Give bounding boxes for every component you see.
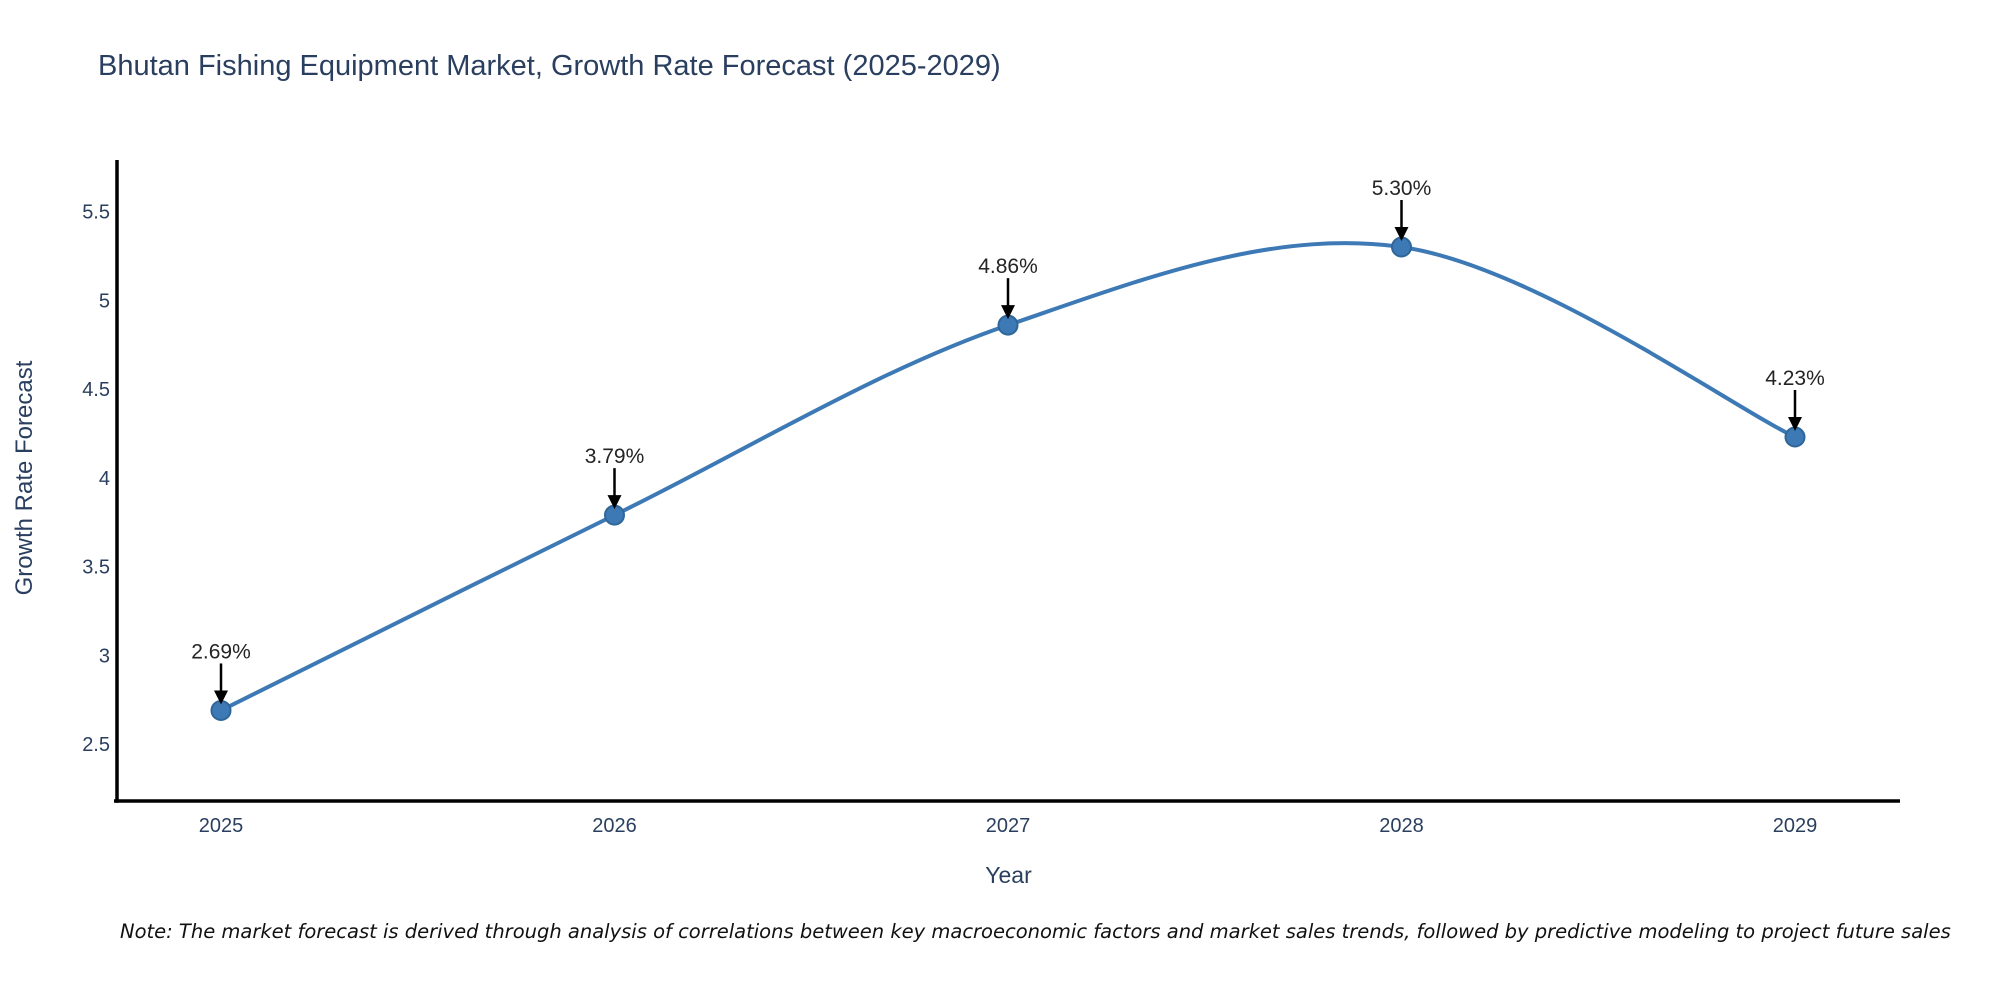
chart-title: Bhutan Fishing Equipment Market, Growth …	[98, 50, 1001, 82]
x-tick-label: 2026	[592, 815, 637, 837]
data-point-label: 4.23%	[1765, 367, 1825, 390]
x-tick-label: 2028	[1379, 815, 1424, 837]
x-tick-label: 2027	[986, 815, 1031, 837]
x-tick-label: 2029	[1773, 815, 1818, 837]
x-tick-label: 2025	[199, 815, 244, 837]
y-tick-label: 3	[99, 645, 110, 667]
annotation-arrowhead	[1394, 227, 1409, 242]
data-point-label: 3.79%	[585, 445, 645, 468]
annotation-arrowhead	[1788, 416, 1802, 431]
y-tick-label: 3.5	[82, 557, 110, 579]
y-tick-label: 2.5	[82, 734, 110, 756]
annotation-arrowhead	[607, 495, 622, 510]
annotation-arrowhead	[214, 690, 228, 705]
y-tick-label: 4	[99, 468, 110, 490]
footnote-text: Note: The market forecast is derived thr…	[120, 920, 1951, 943]
y-tick-label: 4.5	[82, 379, 110, 401]
data-point-label: 2.69%	[191, 640, 251, 663]
data-point-label: 5.30%	[1372, 177, 1432, 200]
y-tick-label: 5.5	[82, 201, 110, 223]
x-axis-title: Year	[985, 862, 1032, 888]
annotation-arrowhead	[1001, 305, 1015, 320]
data-point-label: 4.86%	[978, 255, 1038, 278]
y-tick-label: 5	[99, 290, 110, 312]
y-axis-title: Growth Rate Forecast	[11, 360, 38, 596]
